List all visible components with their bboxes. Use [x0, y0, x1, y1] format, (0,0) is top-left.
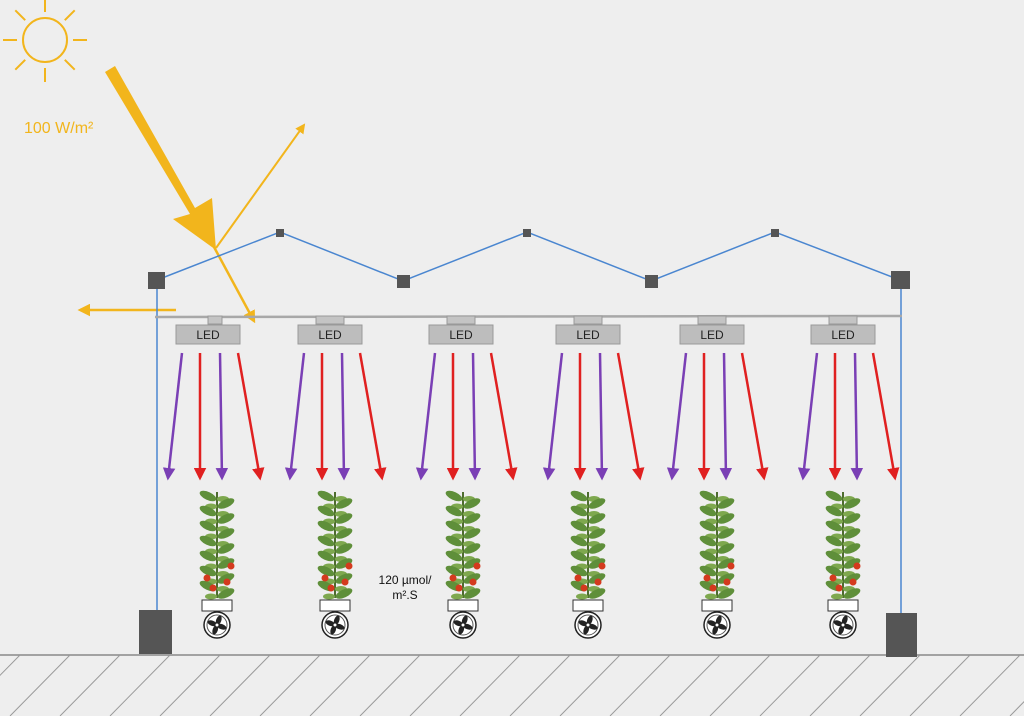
greenhouse-frame — [139, 229, 917, 657]
reflected-ray-arrow — [215, 123, 306, 249]
led-ray-arrow — [666, 352, 688, 481]
led-fixture: LED — [555, 315, 621, 345]
plant-pot — [201, 599, 233, 612]
tomato-plant-icon — [570, 490, 606, 600]
fan-icon — [829, 611, 857, 639]
led-fixture: LED — [175, 315, 241, 345]
led-ray-arrow — [337, 352, 351, 481]
ground — [0, 654, 1024, 716]
led-label: LED — [196, 328, 220, 342]
plant-pot — [827, 599, 859, 612]
tomato-plant-icon — [317, 490, 353, 600]
sun-icon — [3, 0, 87, 82]
led-label: LED — [576, 328, 600, 342]
roof-joint — [523, 229, 531, 237]
plant-pot — [447, 599, 479, 612]
led-ray-arrow — [542, 352, 564, 481]
led-label: LED — [318, 328, 342, 342]
led-ray-arrow — [489, 352, 518, 481]
roof-joint — [891, 271, 910, 289]
led-ray-arrow — [719, 352, 733, 481]
roof-joint — [397, 275, 410, 288]
fan-icon — [574, 611, 602, 639]
roof-joint — [276, 229, 284, 237]
led-ray-arrow — [850, 352, 864, 481]
roof-joint — [148, 272, 165, 289]
led-fixture: LED — [679, 315, 745, 345]
ppfd-label-line2: m².S — [392, 588, 417, 602]
roof-line — [156, 231, 901, 282]
incident-sunlight-arrow — [105, 66, 216, 250]
tomato-plant-icon — [699, 490, 735, 600]
fan-icon — [203, 611, 231, 639]
led-ray-arrow — [740, 352, 769, 481]
lamp-rail — [154, 314, 903, 319]
footing-left — [139, 610, 172, 654]
led-ray-arrow — [595, 352, 609, 481]
ppfd-label: 120 µmol/ m².S — [379, 573, 433, 602]
led-ray-arrow — [797, 352, 819, 481]
plant-pot — [319, 599, 351, 612]
led-label: LED — [449, 328, 473, 342]
led-fixtures: LED LED LED LED LED LED — [175, 315, 876, 345]
led-ray-arrow — [415, 352, 437, 481]
plant-rows — [199, 490, 861, 639]
led-ray-arrow — [162, 352, 184, 481]
tomato-plant-icon — [199, 490, 235, 600]
led-fixture: LED — [810, 315, 876, 345]
ppfd-label-line1: 120 µmol/ — [379, 573, 433, 587]
led-ray-arrow — [358, 352, 387, 481]
led-ray-arrow — [236, 352, 265, 481]
roof-joint — [645, 275, 658, 288]
led-ray-arrow — [871, 352, 900, 481]
footing-right — [886, 613, 917, 657]
fan-icon — [321, 611, 349, 639]
fan-icon — [449, 611, 477, 639]
led-label: LED — [831, 328, 855, 342]
plant-pot — [572, 599, 604, 612]
led-fixture: LED — [428, 315, 494, 345]
led-light-rays — [162, 352, 900, 481]
sun-irradiance-label: 100 W/m² — [24, 120, 94, 137]
fan-icon — [703, 611, 731, 639]
tomato-plant-icon — [445, 490, 481, 600]
tomato-plant-icon — [825, 490, 861, 600]
led-label: LED — [700, 328, 724, 342]
transmitted-ray-arrow — [212, 246, 256, 324]
roof-joint — [771, 229, 779, 237]
led-ray-arrow — [616, 352, 645, 481]
led-ray-arrow — [284, 352, 306, 481]
plant-pot — [701, 599, 733, 612]
led-ray-arrow — [468, 352, 482, 481]
led-ray-arrow — [215, 352, 229, 481]
led-fixture: LED — [297, 315, 363, 345]
solar-rays — [77, 66, 306, 324]
